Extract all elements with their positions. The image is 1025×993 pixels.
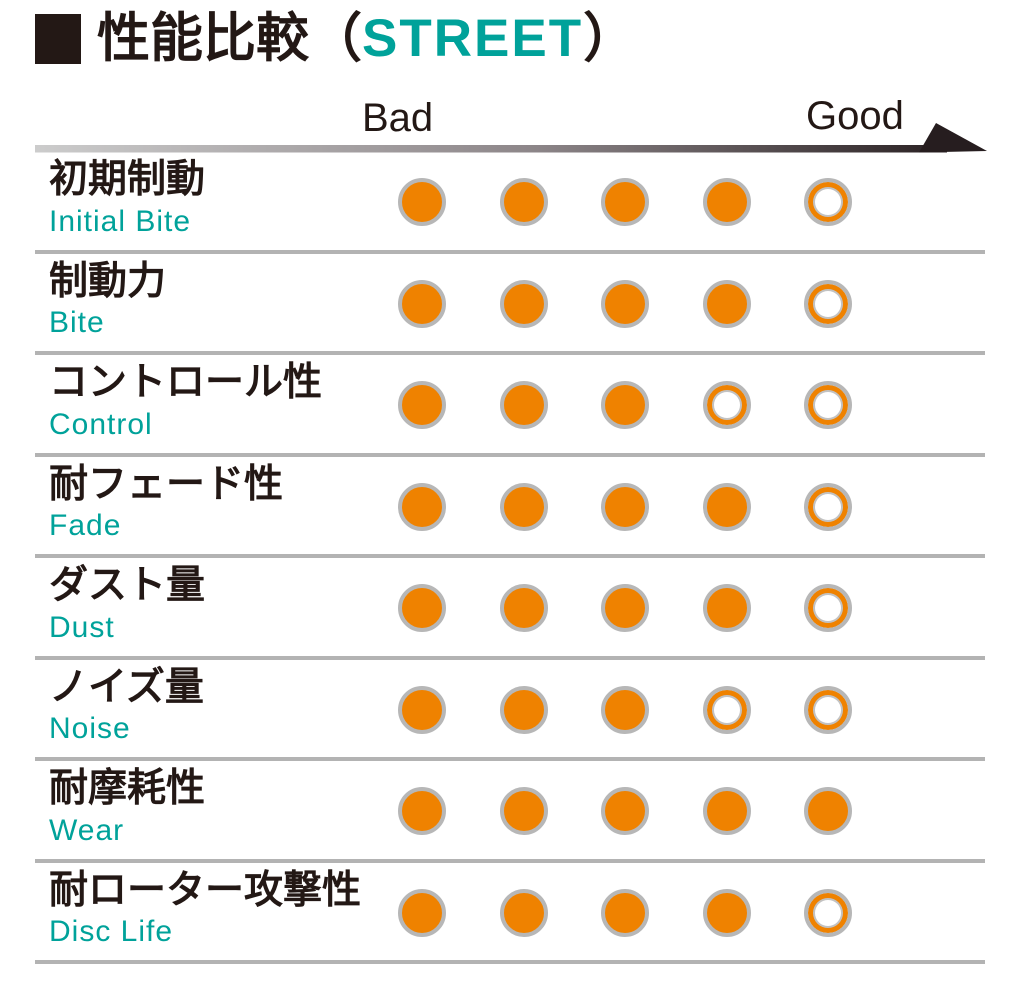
rating-dot-filled	[601, 482, 649, 531]
rating-dot-filled	[499, 787, 548, 835]
rating-dot-empty	[804, 685, 852, 734]
rating-row-noise: ノイズ量 Noise	[35, 660, 985, 761]
row-label-en: Disc Life	[49, 915, 174, 949]
rating-row-bite: 制動力 Bite	[35, 254, 985, 355]
rating-dot-empty	[702, 685, 751, 734]
row-label-en: Control	[49, 407, 153, 441]
rating-dot-filled	[601, 787, 649, 835]
row-label-ja: 耐ローター攻撃性	[49, 868, 362, 912]
rating-dot-filled	[499, 381, 548, 429]
arrow-head-icon	[919, 123, 987, 153]
rating-row-fade: 耐フェード性 Fade	[35, 457, 985, 558]
row-label-en: Initial Bite	[49, 204, 192, 238]
rating-dot-filled	[398, 685, 446, 734]
rating-dots	[35, 660, 985, 758]
rating-dots	[35, 558, 985, 656]
rating-dot-filled	[601, 888, 649, 937]
row-label-en: Fade	[49, 509, 122, 543]
row-label-ja: 耐摩耗性	[49, 767, 206, 810]
rating-dot-filled	[398, 787, 446, 835]
title-suffix: ）	[583, 9, 637, 68]
rating-row-wear: 耐摩耗性 Wear	[35, 761, 985, 863]
rating-dot-filled	[702, 279, 751, 328]
rating-dots	[35, 457, 985, 555]
rating-row-control: コントロール性 Control	[35, 355, 985, 457]
rating-dot-filled	[702, 787, 751, 835]
arrow-line	[35, 145, 947, 153]
rating-dots	[35, 355, 985, 453]
rating-dot-filled	[499, 279, 548, 328]
rating-dot-filled	[398, 482, 446, 531]
row-label-ja: ダスト量	[49, 564, 206, 607]
rating-dot-filled	[499, 888, 548, 937]
rating-dot-filled	[601, 381, 649, 429]
rating-dots	[35, 254, 985, 352]
rating-dot-empty	[804, 279, 852, 328]
row-label-en: Dust	[49, 610, 115, 644]
rating-dot-filled	[702, 482, 751, 531]
row-label: 耐ローター攻撃性 Disc Life	[49, 868, 361, 949]
row-label-ja: コントロール性	[49, 361, 323, 404]
row-label: 耐フェード性 Fade	[49, 462, 283, 543]
rating-dot-filled	[601, 279, 649, 328]
rating-dot-filled	[398, 888, 446, 937]
scale-label-bad: Bad	[362, 96, 434, 140]
rating-dot-filled	[702, 584, 751, 632]
row-label-en: Wear	[49, 813, 125, 847]
rating-dots	[35, 863, 985, 961]
title-brand: STREET	[362, 9, 584, 68]
row-label: 初期制動 Initial Bite	[49, 157, 205, 238]
rating-dot-filled	[499, 685, 548, 734]
rating-dot-filled	[398, 584, 446, 632]
row-label-en: Noise	[49, 712, 131, 746]
rating-dot-filled	[499, 482, 548, 531]
row-label-ja: 耐フェード性	[49, 462, 284, 506]
rating-row-disc-life: 耐ローター攻撃性 Disc Life	[35, 863, 985, 964]
row-label-en: Bite	[49, 306, 105, 340]
row-label-ja: ノイズ量	[49, 665, 204, 709]
rating-dot-filled	[499, 178, 548, 226]
rating-dot-filled	[702, 888, 751, 937]
rating-dot-filled	[601, 584, 649, 632]
rating-dot-filled	[601, 178, 649, 226]
rating-dot-filled	[804, 787, 852, 835]
rating-dot-empty	[804, 482, 852, 531]
row-label: ノイズ量 Noise	[49, 665, 204, 746]
rating-dot-filled	[398, 178, 446, 226]
page-title: 性能比較（STREET）	[35, 12, 636, 65]
rating-dot-filled	[499, 584, 548, 632]
row-label-ja: 制動力	[49, 259, 167, 303]
row-label: ダスト量 Dust	[49, 563, 205, 644]
rating-dot-empty	[804, 178, 852, 226]
rating-dot-filled	[398, 381, 446, 429]
rating-row-initial-bite: 初期制動 Initial Bite	[35, 152, 985, 254]
row-label: コントロール性 Control	[49, 360, 322, 441]
row-label: 耐摩耗性 Wear	[49, 766, 205, 847]
rating-dots	[35, 761, 985, 859]
rating-row-dust: ダスト量 Dust	[35, 558, 985, 660]
rating-dots	[35, 152, 985, 250]
page-title-text: 性能比較（STREET）	[97, 12, 636, 65]
rating-dot-empty	[804, 584, 852, 632]
title-prefix: 性能比較（	[97, 9, 362, 68]
scale-label-good: Good	[806, 94, 904, 138]
rating-dot-empty	[702, 381, 751, 429]
bad-to-good-arrow	[35, 123, 987, 153]
rating-dot-empty	[804, 381, 852, 429]
rating-dot-filled	[702, 178, 751, 226]
rating-dot-filled	[601, 685, 649, 734]
row-label-ja: 初期制動	[49, 158, 206, 201]
rating-rows: 初期制動 Initial Bite 制動力 Bite コントロール性 Control 耐フェ…	[35, 152, 985, 964]
row-label: 制動力 Bite	[49, 259, 166, 340]
rating-dot-empty	[804, 888, 852, 937]
title-square-marker	[35, 13, 81, 64]
rating-dot-filled	[398, 279, 446, 328]
